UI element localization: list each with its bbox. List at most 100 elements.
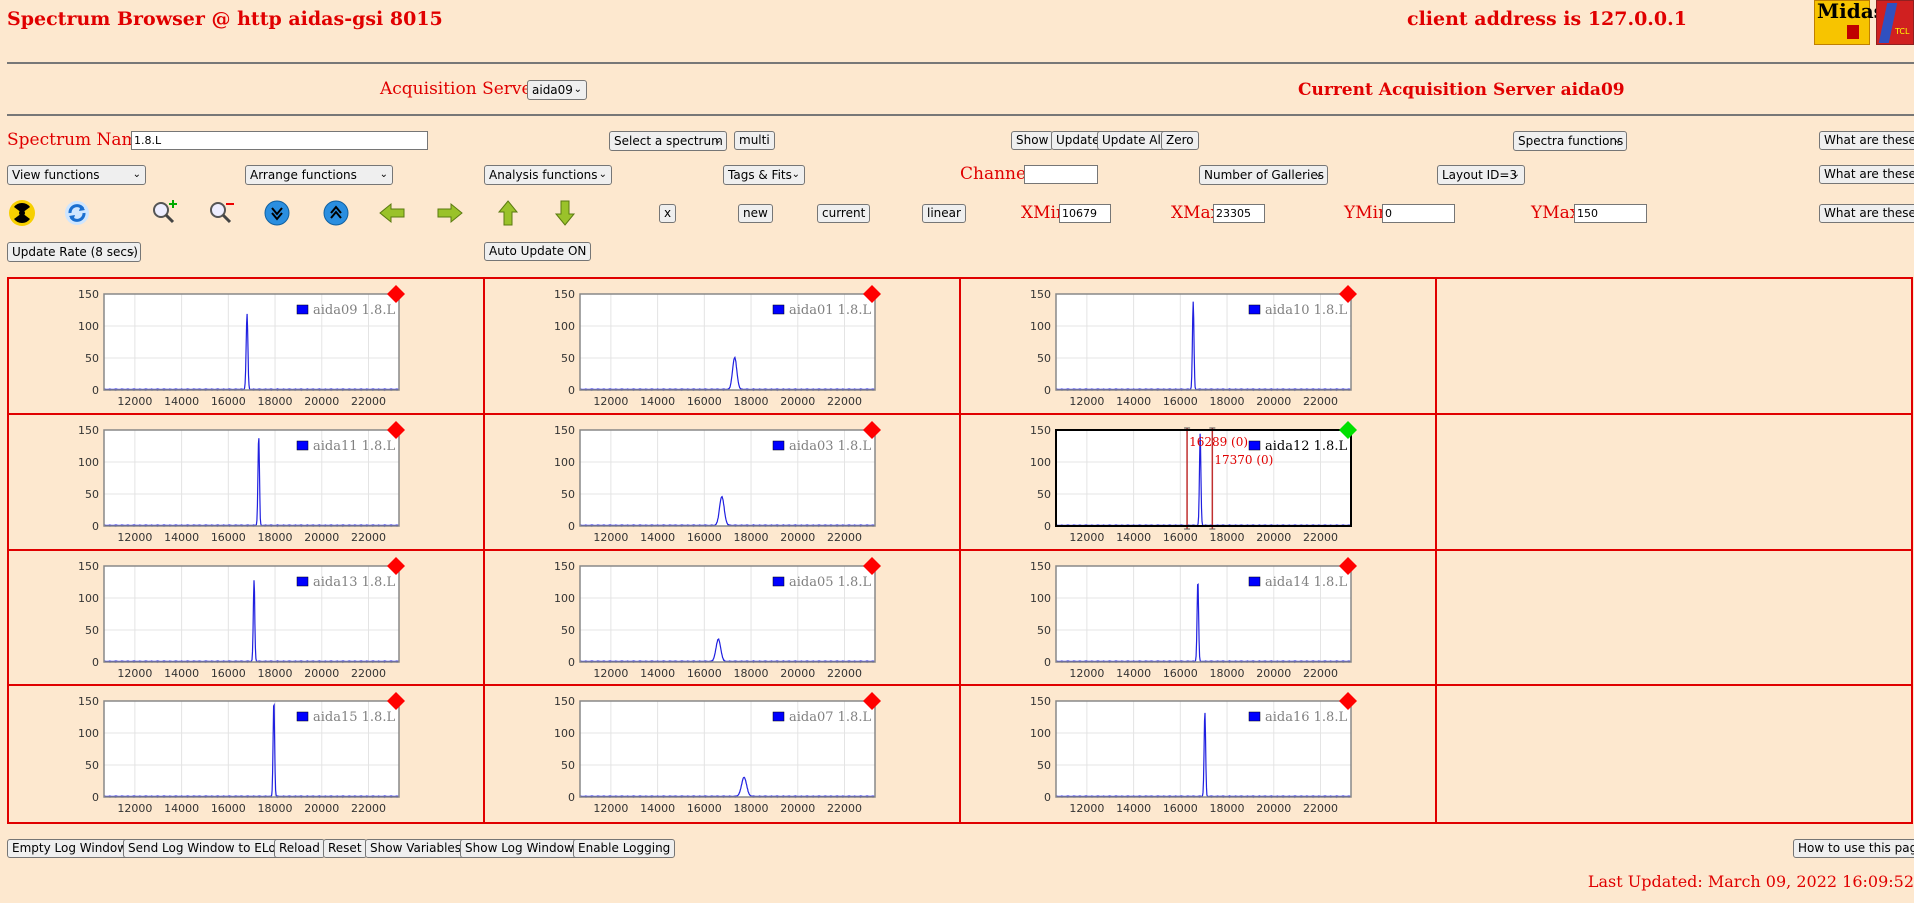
multi-button[interactable]: multi	[734, 131, 775, 150]
spectrum-panel[interactable]: 12000 14000 16000 18000 20000 22000 0 50 100 150 a…	[485, 686, 961, 822]
y-tick-label: 0	[568, 791, 575, 804]
reload-button[interactable]: Reload	[274, 839, 325, 858]
layout-dropdown[interactable]: Layout ID=3 ⌄	[1437, 165, 1525, 185]
channel-input[interactable]	[1024, 165, 1098, 184]
spectrum-plot[interactable]: 12000 14000 16000 18000 20000 22000 0 50 100 150 1…	[961, 415, 1435, 549]
select-spectrum-dropdown[interactable]: Select a spectrum ⌄	[609, 131, 727, 151]
spectrum-panel[interactable]: 12000 14000 16000 18000 20000 22000 0 50 100 150 1…	[961, 414, 1437, 551]
server-select[interactable]: aida09 ⌄	[527, 80, 587, 100]
view-functions-dropdown[interactable]: View functions ⌄	[7, 165, 146, 185]
plot-frame	[1055, 293, 1352, 391]
status-diamond-icon[interactable]	[387, 556, 405, 575]
number-of-galleries-dropdown[interactable]: Number of Galleries ⌄	[1199, 165, 1328, 185]
spectrum-plot[interactable]: 12000 14000 16000 18000 20000 22000 0 50 100 150 a…	[485, 415, 959, 549]
update-all-button[interactable]: Update All	[1097, 131, 1170, 150]
status-diamond-icon[interactable]	[1339, 556, 1357, 575]
spectra-functions-dropdown[interactable]: Spectra functions ⌄	[1513, 131, 1627, 151]
what-are-these-button-1[interactable]: What are these?	[1819, 131, 1914, 150]
arrow-up-icon[interactable]	[494, 199, 522, 227]
what-are-these-button-3[interactable]: What are these?	[1819, 204, 1914, 223]
status-diamond-icon[interactable]	[387, 285, 405, 303]
x-tick-label: 14000	[640, 667, 675, 680]
status-diamond-icon[interactable]	[863, 285, 881, 303]
spectrum-plot[interactable]: 12000 14000 16000 18000 20000 22000 0 50 100 150 a…	[485, 551, 959, 685]
spectrum-plot[interactable]: 12000 14000 16000 18000 20000 22000 0 50 100 150 a…	[9, 551, 483, 685]
status-diamond-icon[interactable]	[1339, 692, 1357, 711]
status-diamond-icon[interactable]	[863, 692, 881, 711]
plot-area	[104, 294, 399, 390]
spectrum-panel[interactable]: 12000 14000 16000 18000 20000 22000 0 50 100 150 a…	[9, 550, 485, 687]
refresh-icon[interactable]	[63, 199, 91, 227]
zoom-out-icon[interactable]	[207, 199, 235, 227]
spectrum-panel[interactable]: 12000 14000 16000 18000 20000 22000 0 50 100 150 a…	[961, 686, 1437, 822]
status-diamond-icon[interactable]	[863, 556, 881, 575]
radiation-icon[interactable]	[8, 199, 36, 227]
spectrum-panel[interactable]: 12000 14000 16000 18000 20000 22000 0 50 100 150 a…	[9, 686, 485, 822]
spectrum-panel[interactable]: 12000 14000 16000 18000 20000 22000 0 50 100 150 a…	[485, 550, 961, 687]
scale-down-icon[interactable]	[263, 199, 291, 227]
x-tick-label: 22000	[827, 802, 862, 815]
x-tick-label: 16000	[687, 802, 722, 815]
reset-button[interactable]: Reset	[323, 839, 367, 858]
spectrum-plot[interactable]: 12000 14000 16000 18000 20000 22000 0 50 100 150 a…	[961, 551, 1435, 685]
show-button[interactable]: Show	[1011, 131, 1054, 150]
empty-gallery-cell[interactable]	[1437, 551, 1911, 687]
xmin-input[interactable]: 10679	[1059, 204, 1111, 223]
arrow-down-icon[interactable]	[551, 199, 579, 227]
linear-button[interactable]: linear	[922, 204, 966, 223]
spectrum-plot[interactable]: 12000 14000 16000 18000 20000 22000 0 50 100 150 a…	[9, 415, 483, 549]
spectrum-plot[interactable]: 12000 14000 16000 18000 20000 22000 0 50 100 150 a…	[9, 279, 483, 413]
empty-log-button[interactable]: Empty Log Window	[7, 839, 133, 858]
spectrum-plot[interactable]: 12000 14000 16000 18000 20000 22000 0 50 100 150 a…	[9, 686, 483, 820]
ymax-input[interactable]: 150	[1574, 204, 1647, 223]
status-diamond-icon[interactable]	[387, 420, 405, 439]
update-rate-dropdown[interactable]: Update Rate (8 secs) ⌄	[7, 242, 141, 262]
scale-up-icon[interactable]	[322, 199, 350, 227]
zero-button[interactable]: Zero	[1161, 131, 1199, 150]
midas-logo[interactable]: Midas	[1814, 0, 1885, 45]
y-tick-label: 50	[561, 352, 575, 365]
empty-gallery-cell[interactable]	[1437, 279, 1911, 415]
arrow-left-icon[interactable]	[378, 199, 406, 227]
status-diamond-icon[interactable]	[1339, 285, 1357, 303]
analysis-functions-dropdown[interactable]: Analysis functions ⌄	[484, 165, 612, 185]
spectrum-panel[interactable]: 12000 14000 16000 18000 20000 22000 0 50 100 150 a…	[961, 279, 1437, 415]
zoom-in-icon[interactable]	[150, 199, 178, 227]
new-button[interactable]: new	[738, 204, 773, 223]
status-diamond-icon[interactable]	[863, 420, 881, 439]
spectrum-panel[interactable]: 12000 14000 16000 18000 20000 22000 0 50 100 150 a…	[9, 414, 485, 551]
empty-gallery-cell[interactable]	[1437, 686, 1911, 822]
how-to-use-button[interactable]: How to use this page	[1793, 839, 1914, 858]
ymin-input[interactable]: 0	[1382, 204, 1455, 223]
show-log-window-button[interactable]: Show Log Window	[460, 839, 579, 858]
update-button[interactable]: Update	[1051, 131, 1105, 150]
status-diamond-icon[interactable]	[1339, 420, 1357, 439]
what-are-these-button-2[interactable]: What are these?	[1819, 165, 1914, 184]
spectrum-panel[interactable]: 12000 14000 16000 18000 20000 22000 0 50 100 150 a…	[9, 279, 485, 415]
arrange-functions-dropdown[interactable]: Arrange functions ⌄	[245, 165, 393, 185]
spectrum-name-input[interactable]: 1.8.L	[131, 131, 428, 150]
status-diamond-icon[interactable]	[387, 692, 405, 711]
spectrum-plot[interactable]: 12000 14000 16000 18000 20000 22000 0 50 100 150 a…	[485, 279, 959, 413]
auto-update-button[interactable]: Auto Update ON	[484, 242, 592, 261]
xmax-input[interactable]: 23305	[1213, 204, 1265, 223]
spectrum-panel[interactable]: 12000 14000 16000 18000 20000 22000 0 50 100 150 a…	[961, 550, 1437, 687]
tags-fits-dropdown[interactable]: Tags & Fits ⌄	[723, 165, 805, 185]
xmax-label: XMax	[1171, 203, 1221, 223]
spectrum-panel[interactable]: 12000 14000 16000 18000 20000 22000 0 50 100 150 a…	[485, 279, 961, 415]
empty-gallery-cell[interactable]	[1437, 415, 1911, 551]
x-tick-label: 22000	[351, 667, 386, 680]
x-button[interactable]: x	[659, 204, 677, 223]
spectrum-plot[interactable]: 12000 14000 16000 18000 20000 22000 0 50 100 150 a…	[485, 686, 959, 820]
plot-frame	[103, 564, 400, 663]
enable-logging-button[interactable]: Enable Logging	[573, 839, 676, 858]
spectrum-plot[interactable]: 12000 14000 16000 18000 20000 22000 0 50 100 150 a…	[961, 686, 1435, 820]
send-log-elog-button[interactable]: Send Log Window to ELog	[123, 839, 289, 858]
arrow-right-icon[interactable]	[436, 199, 464, 227]
spectrum-panel[interactable]: 12000 14000 16000 18000 20000 22000 0 50 100 150 a…	[485, 414, 961, 551]
tcl-logo[interactable]: TCL	[1876, 0, 1914, 45]
spectrum-plot[interactable]: 12000 14000 16000 18000 20000 22000 0 50 100 150 a…	[961, 279, 1435, 413]
y-tick-label: 0	[568, 520, 575, 533]
current-button[interactable]: current	[817, 204, 871, 223]
show-variables-button[interactable]: Show Variables	[365, 839, 467, 858]
